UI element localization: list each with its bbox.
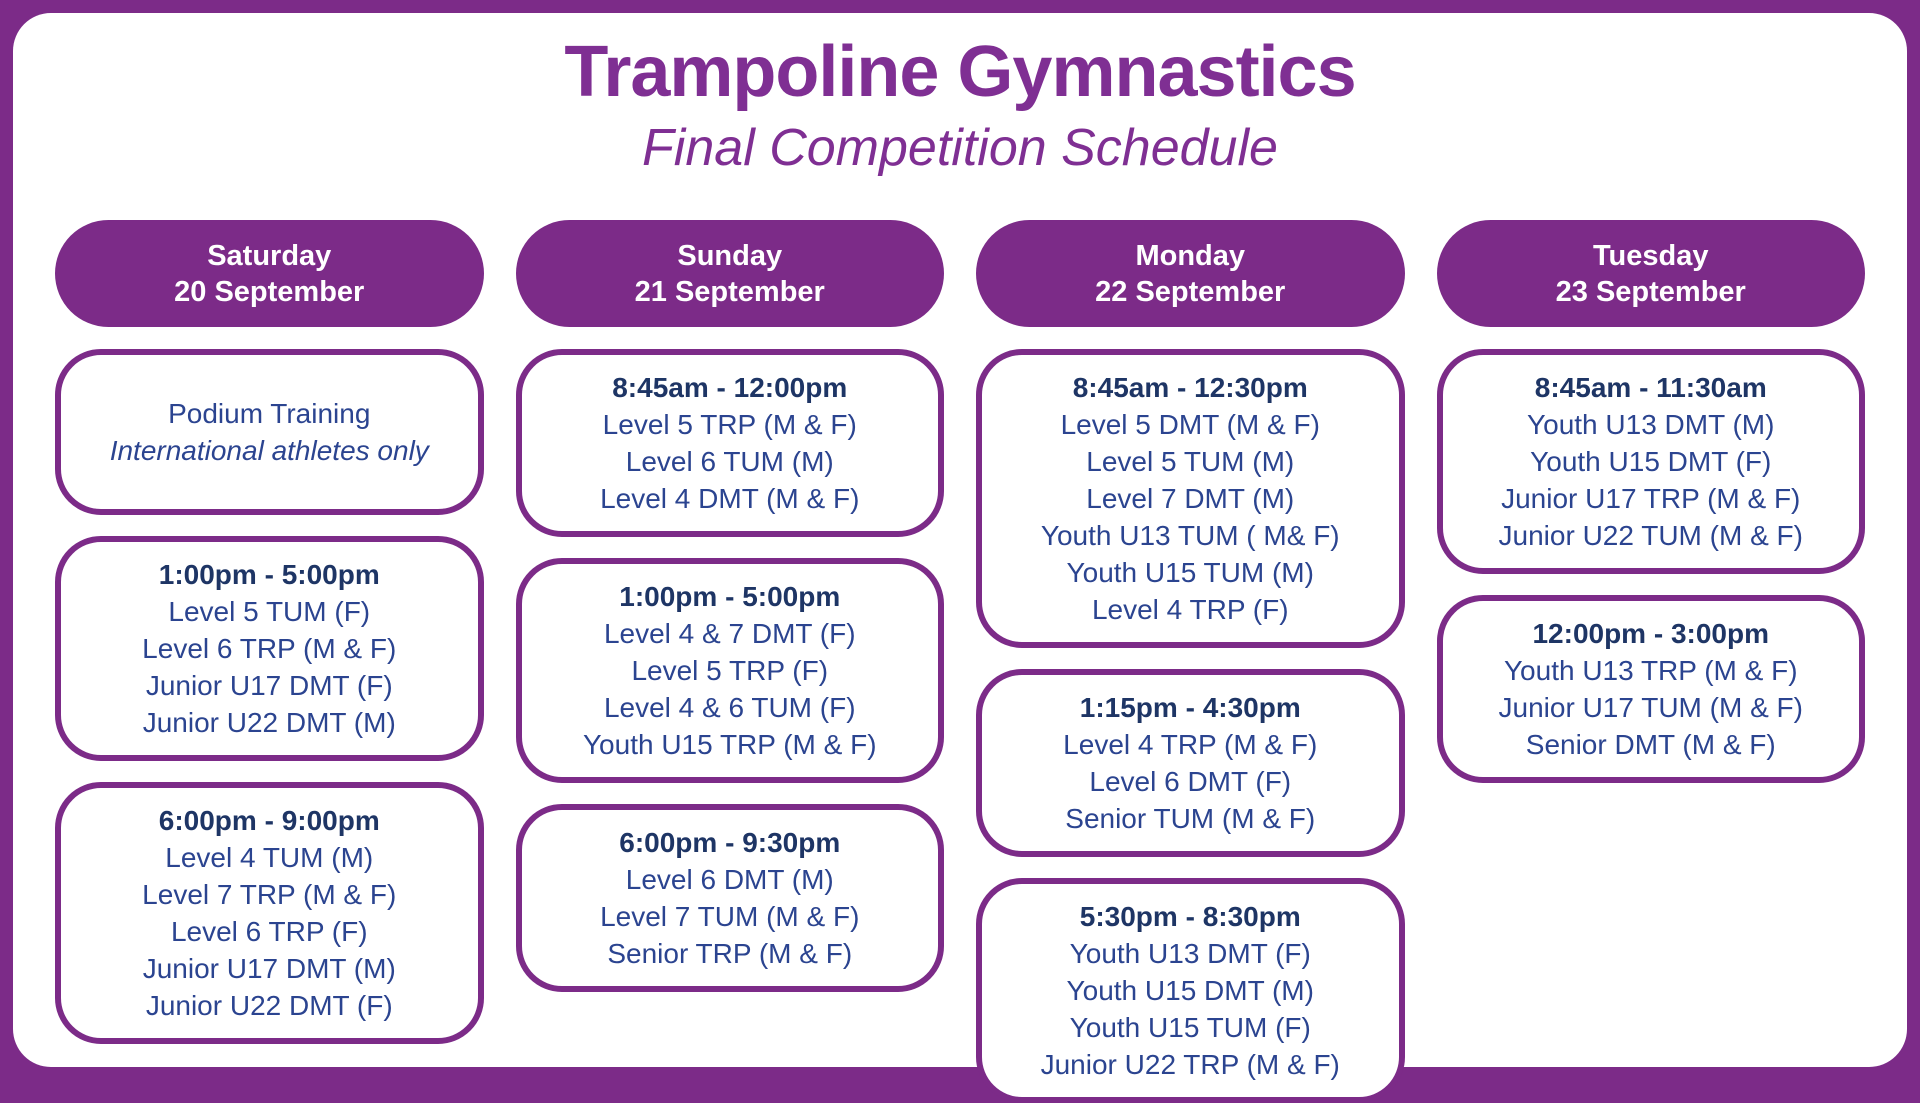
session-event: Youth U13 DMT (M) (1451, 406, 1852, 443)
session-time: 6:00pm - 9:00pm (69, 802, 470, 839)
day-date: 21 September (635, 274, 825, 310)
session-time: 12:00pm - 3:00pm (1451, 615, 1852, 652)
session-event: Junior U17 TRP (M & F) (1451, 480, 1852, 517)
session-event: Senior DMT (M & F) (1451, 726, 1852, 763)
day-name: Monday (1135, 238, 1245, 274)
session-event: Youth U13 DMT (F) (990, 935, 1391, 972)
session-event: Level 4 TRP (F) (990, 591, 1391, 628)
schedule-poster: Trampoline Gymnastics Final Competition … (13, 13, 1907, 1067)
session-event: Junior U22 TUM (M & F) (1451, 517, 1852, 554)
page-subtitle: Final Competition Schedule (13, 119, 1907, 179)
session-event: Level 6 DMT (F) (990, 763, 1391, 800)
day-name: Saturday (207, 238, 331, 274)
session-time: 6:00pm - 9:30pm (530, 824, 931, 861)
session-note: International athletes only (69, 432, 470, 469)
session-event: Level 7 TRP (M & F) (69, 876, 470, 913)
day-name: Tuesday (1593, 238, 1709, 274)
day-date: 20 September (174, 274, 364, 310)
session-time: 1:15pm - 4:30pm (990, 689, 1391, 726)
session-time: 1:00pm - 5:00pm (530, 578, 931, 615)
session-event: Senior TRP (M & F) (530, 935, 931, 972)
session-event: Level 4 TRP (M & F) (990, 726, 1391, 763)
session-event: Level 6 DMT (M) (530, 861, 931, 898)
session-event: Junior U17 DMT (F) (69, 667, 470, 704)
session-event: Level 5 DMT (M & F) (990, 406, 1391, 443)
session-event: Level 5 TRP (M & F) (530, 406, 931, 443)
session-time: 8:45am - 12:00pm (530, 369, 931, 406)
day-name: Sunday (677, 238, 782, 274)
session-event: Level 7 DMT (M) (990, 480, 1391, 517)
session-event: Level 6 TRP (F) (69, 913, 470, 950)
session-event: Youth U15 TUM (F) (990, 1009, 1391, 1046)
session-event: Junior U22 DMT (M) (69, 704, 470, 741)
page-title: Trampoline Gymnastics (13, 35, 1907, 111)
session-event: Junior U22 TRP (M & F) (990, 1046, 1391, 1083)
session-event: Level 5 TUM (F) (69, 593, 470, 630)
session-event: Youth U15 TUM (M) (990, 554, 1391, 591)
session-event: Level 4 DMT (M & F) (530, 480, 931, 517)
session-event: Level 6 TUM (M) (530, 443, 931, 480)
session-time: 5:30pm - 8:30pm (990, 898, 1391, 935)
session-event: Level 5 TRP (F) (530, 652, 931, 689)
session-event: Youth U13 TRP (M & F) (1451, 652, 1852, 689)
session-event: Level 4 & 6 TUM (F) (530, 689, 931, 726)
session-event: Junior U22 DMT (F) (69, 987, 470, 1024)
session-event: Senior TUM (M & F) (990, 800, 1391, 837)
session-time: 8:45am - 12:30pm (990, 369, 1391, 406)
session-event: Youth U13 TUM ( M& F) (990, 517, 1391, 554)
session-event: Level 7 TUM (M & F) (530, 898, 931, 935)
session-event: Junior U17 TUM (M & F) (1451, 689, 1852, 726)
session-event: Podium Training (69, 395, 470, 432)
session-event: Youth U15 TRP (M & F) (530, 726, 931, 763)
session-event: Youth U15 DMT (F) (1451, 443, 1852, 480)
session-event: Level 6 TRP (M & F) (69, 630, 470, 667)
day-date: 23 September (1556, 274, 1746, 310)
session-event: Youth U15 DMT (M) (990, 972, 1391, 1009)
day-date: 22 September (1095, 274, 1285, 310)
session-event: Junior U17 DMT (M) (69, 950, 470, 987)
session-event: Level 5 TUM (M) (990, 443, 1391, 480)
session-time: 8:45am - 11:30am (1451, 369, 1852, 406)
session-time: 1:00pm - 5:00pm (69, 556, 470, 593)
session-event: Level 4 & 7 DMT (F) (530, 615, 931, 652)
poster-header: Trampoline Gymnastics Final Competition … (13, 13, 1907, 178)
session-event: Level 4 TUM (M) (69, 839, 470, 876)
